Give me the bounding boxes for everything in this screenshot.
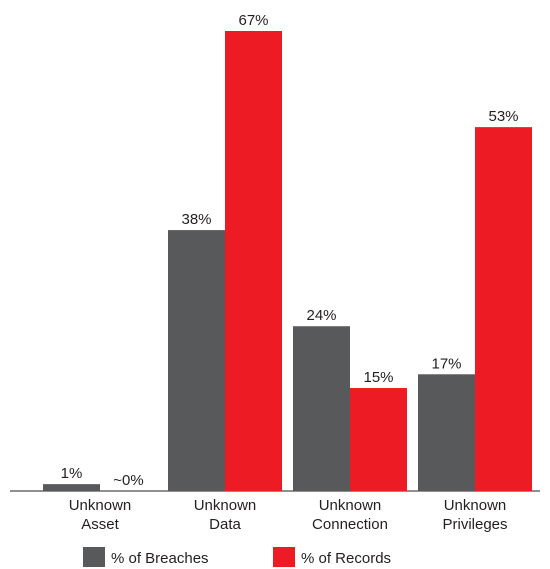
data-label-0-0: 1% (61, 465, 83, 482)
category-label-1-1: Data (209, 516, 241, 533)
category-label-1-0: Unknown (194, 497, 257, 514)
legend: % of Breaches % of Records (83, 547, 391, 567)
category-label-2-1: Connection (312, 516, 388, 533)
bar-0-1 (168, 230, 225, 491)
category-label-3-0: Unknown (444, 497, 507, 514)
data-label-1-3: 53% (488, 108, 518, 125)
legend-swatch-1 (273, 547, 295, 567)
data-label-0-2: 24% (306, 307, 336, 324)
data-label-1-1: 67% (238, 12, 268, 29)
legend-label-0: % of Breaches (111, 550, 209, 567)
legend-swatch-0 (83, 547, 105, 567)
data-label-1-2: 15% (363, 369, 393, 386)
bar-1-3 (475, 127, 532, 492)
bar-0-2 (293, 326, 350, 491)
bar-1-2 (350, 388, 407, 491)
legend-label-1: % of Records (301, 550, 391, 567)
category-label-2-0: Unknown (319, 497, 382, 514)
category-label-0-0: Unknown (69, 497, 132, 514)
bar-0-3 (418, 374, 475, 491)
category-label-3-1: Privileges (442, 516, 507, 533)
data-label-1-0: ~0% (113, 472, 143, 489)
data-label-0-1: 38% (181, 211, 211, 228)
category-label-0-1: Asset (81, 516, 119, 533)
data-label-0-3: 17% (431, 355, 461, 372)
bar-0-0 (43, 484, 100, 491)
bar-1-1 (225, 31, 282, 491)
